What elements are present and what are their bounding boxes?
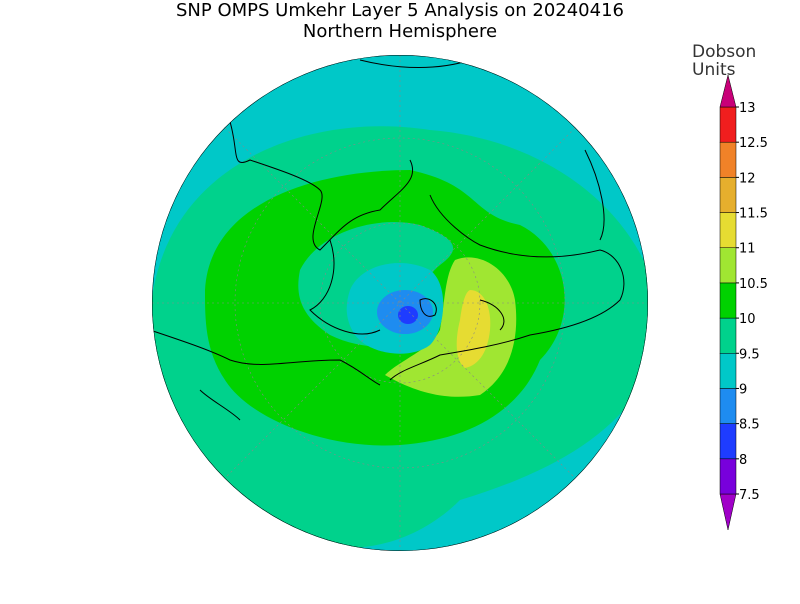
colorbar-tick-label: 12 bbox=[739, 171, 756, 186]
colorbar-tick-label: 10 bbox=[739, 312, 756, 327]
colorbar-bin bbox=[719, 458, 737, 495]
colorbar-tick-label: 10.5 bbox=[739, 277, 768, 292]
colorbar-extend bbox=[719, 74, 737, 108]
colorbar-bin bbox=[719, 353, 737, 389]
colorbar-tick-label: 8 bbox=[739, 453, 747, 468]
coastline bbox=[152, 59, 625, 421]
colorbar-tick-label: 9 bbox=[739, 382, 747, 397]
colorbar-bin bbox=[719, 212, 737, 248]
colorbar-bin bbox=[719, 282, 737, 319]
colorbar-bin bbox=[719, 141, 737, 178]
map bbox=[152, 55, 648, 551]
subtitle: Northern Hemisphere bbox=[303, 21, 497, 42]
colorbar-tick-label: 11.5 bbox=[739, 207, 768, 222]
colorbar-bin bbox=[719, 423, 737, 460]
colorbar-tick-label: 7.5 bbox=[739, 488, 760, 503]
latitude-line bbox=[234, 137, 566, 469]
colorbar-title: Units bbox=[692, 60, 736, 80]
colorbar-bin bbox=[719, 317, 737, 354]
colorbar-tick-label: 8.5 bbox=[739, 418, 760, 433]
colorbar-bin bbox=[719, 106, 737, 143]
colorbar: Dobson Units 7.5 8 8.5 9 9.5 10 10.5 11 11.5 12 12… bbox=[692, 42, 768, 531]
colorbar-tick-label: 11 bbox=[739, 242, 756, 257]
colorbar-tick-label: 13 bbox=[739, 101, 756, 116]
ozone-field bbox=[385, 257, 517, 397]
colorbar-bin bbox=[719, 177, 737, 213]
colorbar-tick-label: 9.5 bbox=[739, 347, 760, 362]
colorbar-tick-label: 12.5 bbox=[739, 136, 768, 151]
title: SNP OMPS Umkehr Layer 5 Analysis on 2024… bbox=[176, 0, 624, 21]
colorbar-extend bbox=[719, 493, 737, 531]
colorbar-bin bbox=[719, 247, 737, 284]
colorbar-bin bbox=[719, 388, 737, 424]
colorbar-title: Dobson bbox=[692, 42, 756, 62]
ozone-field bbox=[398, 306, 418, 324]
ozone-field bbox=[456, 290, 491, 368]
